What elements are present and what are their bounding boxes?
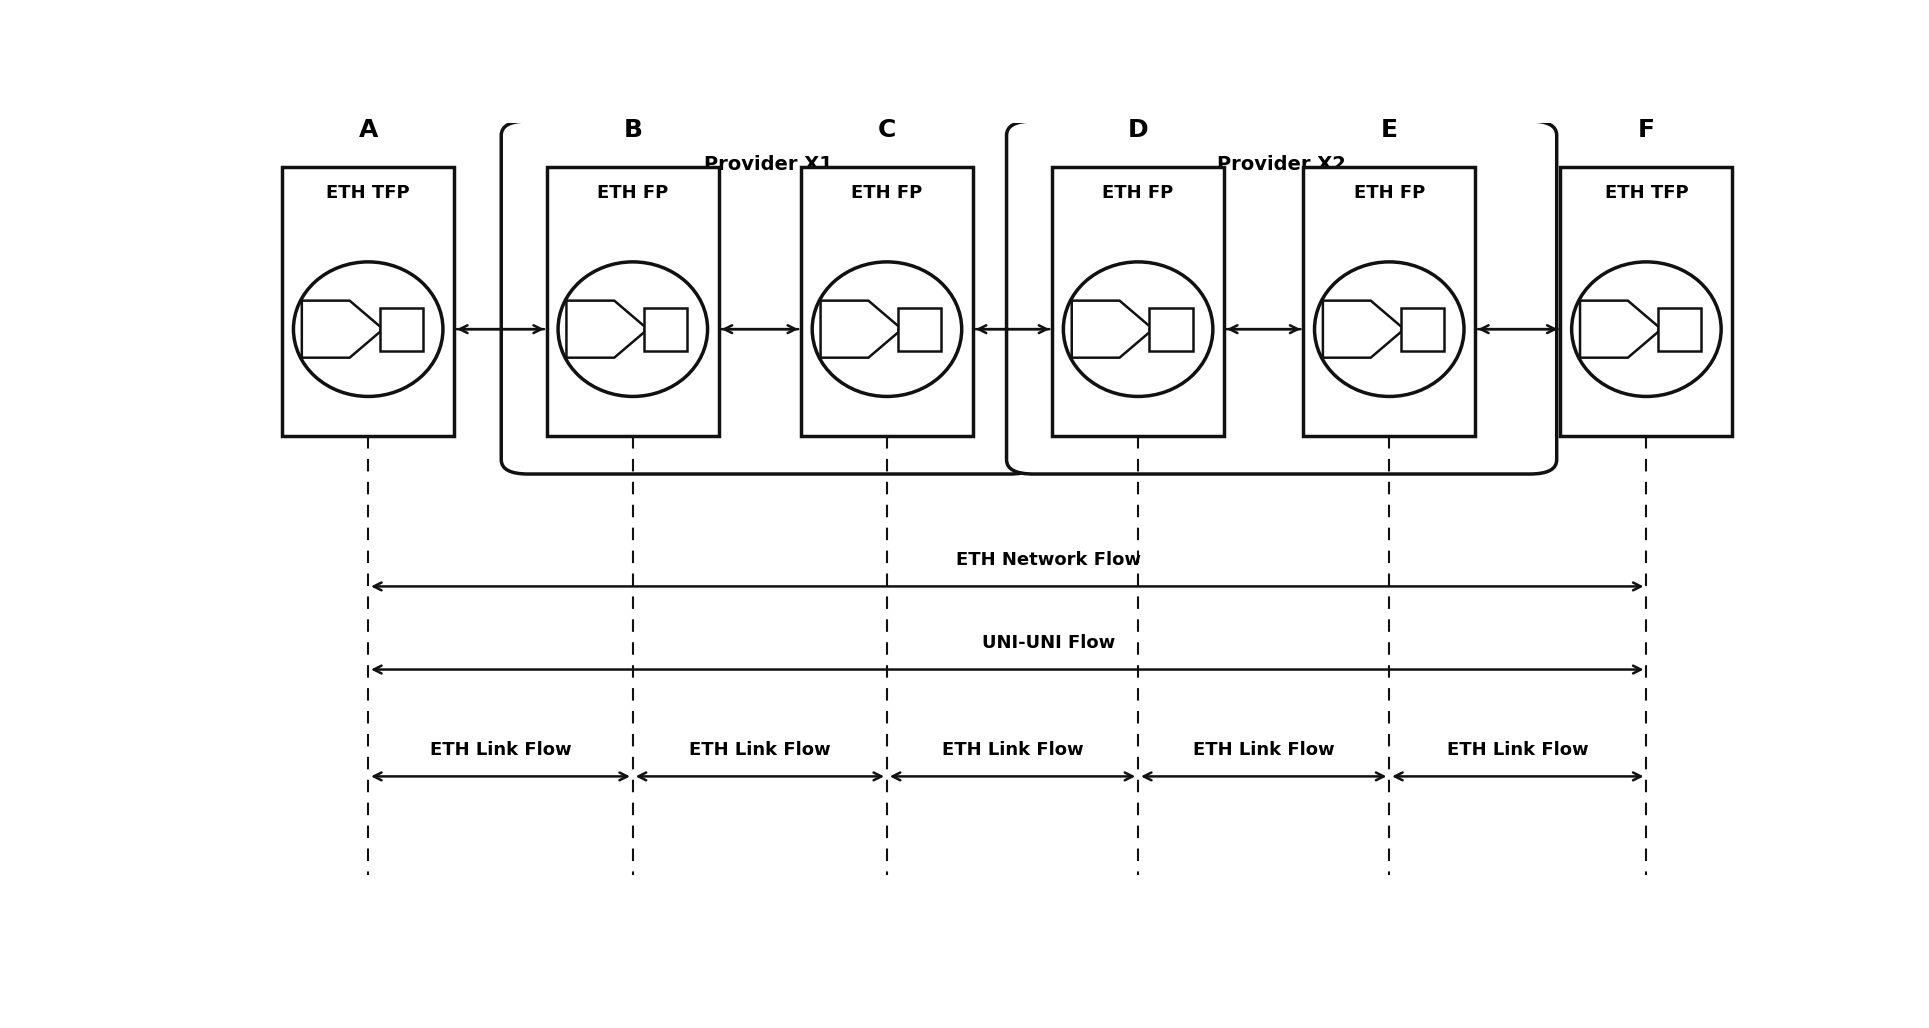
Ellipse shape	[1572, 262, 1721, 397]
Bar	[380, 307, 422, 351]
Text: ETH FP: ETH FP	[851, 184, 922, 203]
Ellipse shape	[1063, 262, 1213, 397]
FancyBboxPatch shape	[1007, 121, 1557, 474]
Polygon shape	[1580, 300, 1661, 358]
Text: B: B	[623, 117, 642, 142]
Text: ETH Link Flow: ETH Link Flow	[1447, 741, 1589, 759]
Bar	[1561, 167, 1732, 436]
Bar	[1051, 167, 1225, 436]
Bar	[801, 167, 972, 436]
Text: ETH Link Flow: ETH Link Flow	[941, 741, 1084, 759]
Text: ETH FP: ETH FP	[1354, 184, 1426, 203]
Bar	[1150, 307, 1192, 351]
Text: ETH Link Flow: ETH Link Flow	[430, 741, 573, 759]
Text: ETH FP: ETH FP	[598, 184, 669, 203]
Bar	[1304, 167, 1476, 436]
Bar	[282, 167, 453, 436]
Text: A: A	[359, 117, 378, 142]
Polygon shape	[1073, 300, 1154, 358]
Text: Provider X1: Provider X1	[704, 155, 833, 174]
Bar	[899, 307, 941, 351]
Text: ETH FP: ETH FP	[1103, 184, 1173, 203]
Ellipse shape	[1314, 262, 1464, 397]
Text: ETH TFP: ETH TFP	[326, 184, 411, 203]
Text: ETH TFP: ETH TFP	[1605, 184, 1688, 203]
Ellipse shape	[293, 262, 444, 397]
Bar	[1657, 307, 1701, 351]
Text: ETH Link Flow: ETH Link Flow	[1192, 741, 1335, 759]
FancyBboxPatch shape	[502, 121, 1036, 474]
Polygon shape	[1323, 300, 1404, 358]
Polygon shape	[301, 300, 384, 358]
Bar	[1400, 307, 1443, 351]
Text: Provider X2: Provider X2	[1217, 155, 1346, 174]
Text: E: E	[1381, 117, 1399, 142]
Text: F: F	[1638, 117, 1655, 142]
Bar	[644, 307, 687, 351]
Text: D: D	[1128, 117, 1148, 142]
Polygon shape	[567, 300, 648, 358]
Bar	[546, 167, 720, 436]
Ellipse shape	[812, 262, 963, 397]
Text: ETH Link Flow: ETH Link Flow	[689, 741, 831, 759]
Polygon shape	[820, 300, 903, 358]
Text: ETH Network Flow: ETH Network Flow	[957, 551, 1140, 570]
Ellipse shape	[557, 262, 708, 397]
Text: UNI-UNI Flow: UNI-UNI Flow	[982, 634, 1115, 652]
Text: C: C	[878, 117, 897, 142]
